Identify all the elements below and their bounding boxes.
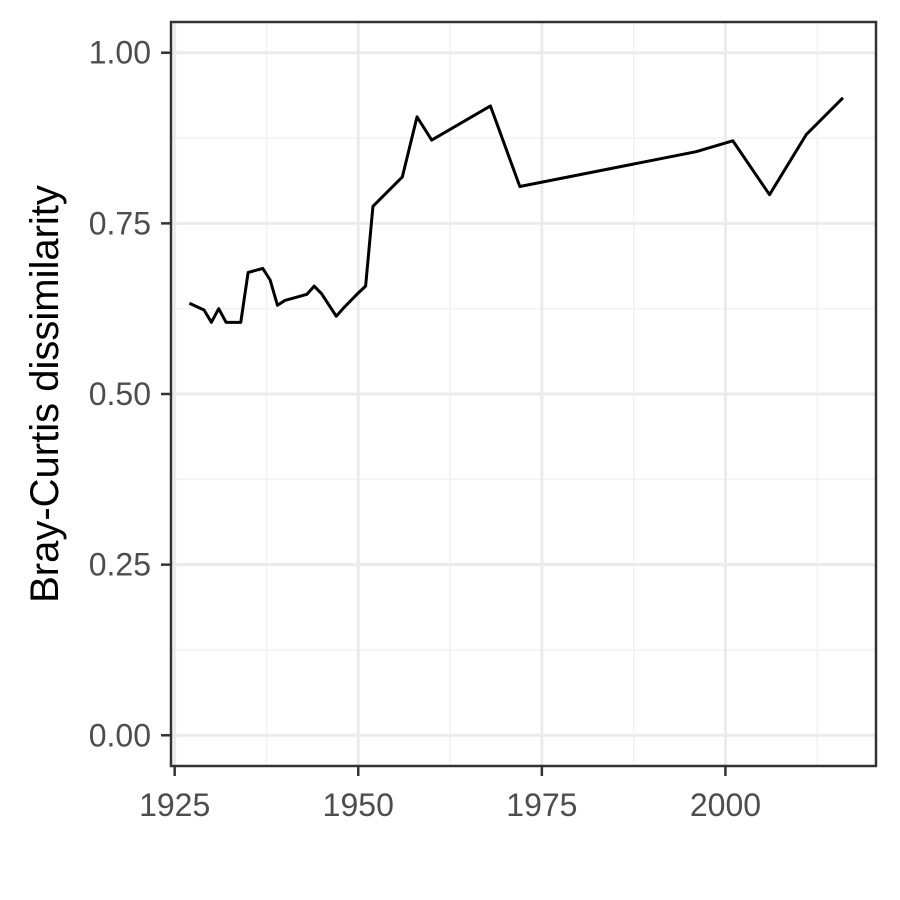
x-tick-label: 1950: [323, 787, 394, 823]
series-line: [188, 96, 845, 324]
y-axis-title: Bray-Curtis dissimilarity: [23, 185, 67, 603]
x-tick-label: 2000: [690, 787, 761, 823]
y-tick-label: 0.00: [89, 717, 151, 753]
y-tick-label: 0.75: [89, 205, 151, 241]
tick-labels: 1925 1950 1975 2000 0.00 0.25 0.50 0.75 1.00: [89, 35, 761, 823]
x-tick-label: 1975: [506, 787, 577, 823]
x-tick-label: 1925: [139, 787, 210, 823]
y-tick-label: 1.00: [89, 35, 151, 71]
axis-ticks: [161, 51, 727, 776]
grid-layer: [171, 22, 876, 766]
y-tick-label: 0.50: [89, 376, 151, 412]
series-layer: [188, 96, 845, 324]
y-tick-label: 0.25: [89, 547, 151, 583]
